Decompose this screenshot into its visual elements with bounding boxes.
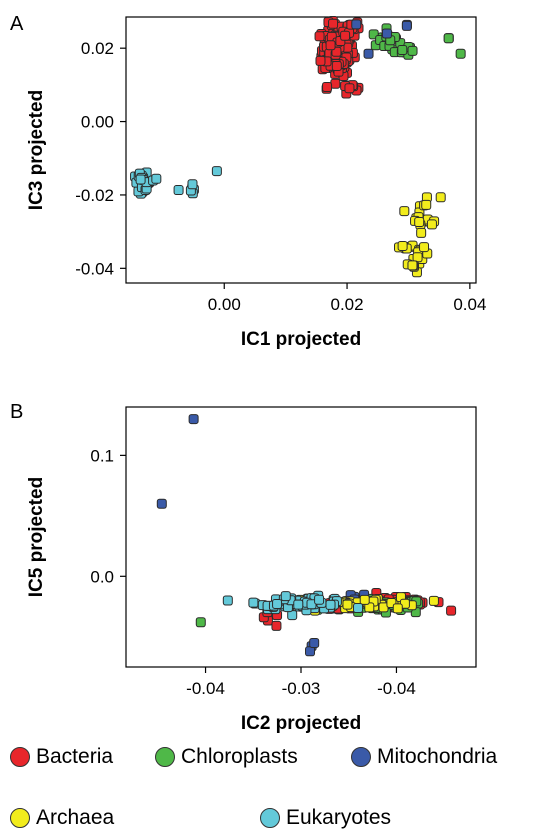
data-point-bacteria — [446, 605, 457, 616]
y-tick-label: 0.0 — [90, 567, 114, 586]
data-point-chloroplasts — [407, 45, 418, 56]
y-tick-label: 0.02 — [81, 39, 114, 58]
legend: Bacteria Chloroplasts Mitochondria Archa… — [0, 732, 547, 836]
data-point-bacteria — [331, 60, 342, 71]
points-group — [156, 414, 457, 657]
data-point-bacteria — [328, 18, 339, 29]
x-axis-title: IC2 projected — [241, 713, 361, 734]
data-point-mitochondria — [309, 637, 320, 648]
y-axis-title: IC5 projected — [26, 477, 47, 597]
legend-label-chloroplasts: Chloroplasts — [181, 745, 298, 768]
data-point-eukaryotes — [135, 174, 146, 185]
data-point-bacteria — [344, 83, 355, 94]
data-point-eukaryotes — [173, 185, 184, 196]
y-tick-label: 0.00 — [81, 113, 114, 132]
legend-label-bacteria: Bacteria — [36, 745, 114, 768]
data-point-eukaryotes — [211, 166, 222, 177]
mitochondria-swatch — [351, 747, 371, 767]
legend-item-mitochondria: Mitochondria — [351, 745, 497, 769]
y-tick-label: 0.1 — [90, 446, 114, 465]
legend-label-eukaryotes: Eukaryotes — [286, 806, 392, 829]
x-tick-label: 0.02 — [331, 295, 364, 314]
data-point-eukaryotes — [280, 591, 291, 602]
panel-a-plot: 0.00 0.02 0.04 0.02 0.00 -0.02 -0.04 IC1 projec… — [26, 16, 486, 350]
legend-label-mitochondria: Mitochondria — [377, 745, 498, 768]
data-point-chloroplasts — [443, 33, 454, 44]
data-point-archaea — [416, 227, 427, 238]
points-group — [130, 16, 466, 278]
panel-b-label: B — [10, 401, 23, 423]
x-tick-label: -0.04 — [377, 679, 416, 698]
data-point-bacteria — [330, 78, 341, 89]
data-point-mitochondria — [381, 28, 392, 39]
data-point-eukaryotes — [222, 595, 233, 606]
data-point-eukaryotes — [293, 599, 304, 610]
data-point-archaea — [414, 216, 425, 227]
y-tick-label: -0.04 — [75, 259, 114, 278]
x-tick-label: -0.03 — [282, 679, 321, 698]
data-point-mitochondria — [351, 19, 362, 30]
data-point-chloroplasts — [195, 617, 206, 628]
data-point-eukaryotes — [248, 597, 259, 608]
y-axis-title: IC3 projected — [26, 90, 47, 210]
data-point-mitochondria — [188, 414, 199, 425]
panel-a-label: A — [10, 13, 24, 35]
data-point-mitochondria — [156, 498, 167, 509]
data-point-archaea — [359, 594, 370, 605]
legend-item-bacteria: Bacteria — [10, 745, 113, 769]
data-point-eukaryotes — [353, 602, 364, 613]
data-point-bacteria — [340, 30, 351, 41]
data-point-eukaryotes — [314, 594, 325, 605]
eukaryotes-swatch — [260, 808, 280, 828]
data-point-eukaryotes — [325, 599, 336, 610]
legend-item-chloroplasts: Chloroplasts — [155, 745, 298, 769]
plot-frame — [125, 16, 477, 284]
data-point-bacteria — [315, 55, 326, 66]
archaea-swatch — [10, 808, 30, 828]
x-tick-label: 0.04 — [453, 295, 486, 314]
data-point-archaea — [421, 199, 432, 210]
data-point-mitochondria — [363, 48, 374, 59]
x-tick-label: 0.00 — [208, 295, 241, 314]
data-point-eukaryotes — [187, 179, 198, 190]
data-point-archaea — [428, 595, 439, 606]
data-point-archaea — [419, 242, 430, 253]
data-point-bacteria — [325, 40, 336, 51]
bacteria-swatch — [10, 747, 30, 767]
data-point-archaea — [397, 240, 408, 251]
legend-item-archaea: Archaea — [10, 806, 114, 830]
chloroplasts-swatch — [155, 747, 175, 767]
data-point-eukaryotes — [151, 173, 162, 184]
data-point-bacteria — [314, 31, 325, 42]
x-axis-title: IC1 projected — [241, 329, 361, 350]
data-point-mitochondria — [305, 646, 316, 657]
panel-b-plot: -0.04 -0.03 -0.04 0.1 0.0 IC2 projected IC5 pr… — [26, 406, 477, 734]
data-point-archaea — [392, 603, 403, 614]
legend-label-archaea: Archaea — [36, 806, 115, 829]
data-point-archaea — [399, 206, 410, 217]
data-point-archaea — [435, 192, 446, 203]
data-point-eukaryotes — [272, 598, 283, 609]
data-point-mitochondria — [401, 20, 412, 31]
data-point-bacteria — [271, 620, 282, 631]
data-point-archaea — [426, 219, 437, 230]
plot-frame — [125, 406, 477, 668]
data-point-archaea — [342, 599, 353, 610]
data-point-chloroplasts — [397, 44, 408, 55]
data-point-bacteria — [322, 81, 333, 92]
x-tick-label: -0.04 — [186, 679, 225, 698]
legend-item-eukaryotes: Eukaryotes — [260, 806, 391, 830]
y-tick-label: -0.02 — [75, 186, 114, 205]
data-point-chloroplasts — [455, 48, 466, 59]
data-point-archaea — [407, 260, 418, 271]
